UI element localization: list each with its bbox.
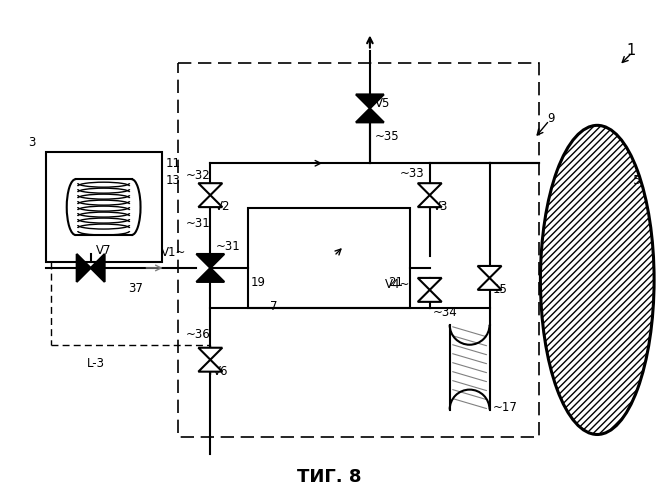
Text: V4~: V4~ — [385, 278, 410, 291]
Text: L-3: L-3 — [86, 356, 105, 370]
Polygon shape — [91, 254, 105, 282]
Bar — [179, 62, 540, 438]
Text: 1: 1 — [627, 43, 636, 58]
Text: ~31: ~31 — [215, 240, 240, 252]
Polygon shape — [198, 183, 222, 195]
Polygon shape — [478, 266, 501, 278]
Polygon shape — [196, 268, 224, 282]
Polygon shape — [76, 254, 91, 282]
Text: 9: 9 — [548, 112, 555, 125]
Text: ~33: ~33 — [400, 166, 424, 179]
Polygon shape — [418, 290, 442, 302]
Text: V5: V5 — [375, 97, 390, 110]
Text: 5: 5 — [633, 174, 642, 186]
Polygon shape — [356, 94, 384, 108]
Text: 19: 19 — [250, 276, 265, 289]
Text: ΤИГ. 8: ΤИГ. 8 — [297, 468, 361, 486]
Text: ~34: ~34 — [433, 306, 457, 319]
Ellipse shape — [540, 126, 654, 434]
Text: 21: 21 — [388, 276, 403, 289]
Polygon shape — [478, 278, 501, 290]
Text: 7: 7 — [270, 300, 277, 313]
Polygon shape — [418, 195, 442, 207]
Text: ~17: ~17 — [492, 400, 517, 413]
Bar — [248, 208, 410, 308]
Text: 11: 11 — [165, 158, 181, 170]
Text: V6: V6 — [214, 364, 229, 378]
Polygon shape — [198, 348, 222, 360]
Polygon shape — [198, 360, 222, 372]
Text: 37: 37 — [128, 282, 143, 295]
Text: 3: 3 — [28, 136, 35, 149]
Text: ~35: ~35 — [375, 130, 399, 143]
Text: V1~: V1~ — [161, 246, 186, 260]
Bar — [45, 152, 163, 262]
Text: V7: V7 — [96, 244, 111, 256]
Polygon shape — [418, 278, 442, 290]
Polygon shape — [418, 183, 442, 195]
Text: ~36: ~36 — [185, 328, 210, 342]
Polygon shape — [356, 108, 384, 122]
Polygon shape — [198, 195, 222, 207]
Text: 13: 13 — [165, 174, 181, 187]
Text: V2: V2 — [215, 200, 231, 213]
Text: ~32: ~32 — [185, 168, 210, 181]
Polygon shape — [196, 254, 224, 268]
Text: V3: V3 — [433, 200, 448, 213]
Text: ~31: ~31 — [185, 217, 210, 230]
Text: 15: 15 — [492, 283, 507, 296]
